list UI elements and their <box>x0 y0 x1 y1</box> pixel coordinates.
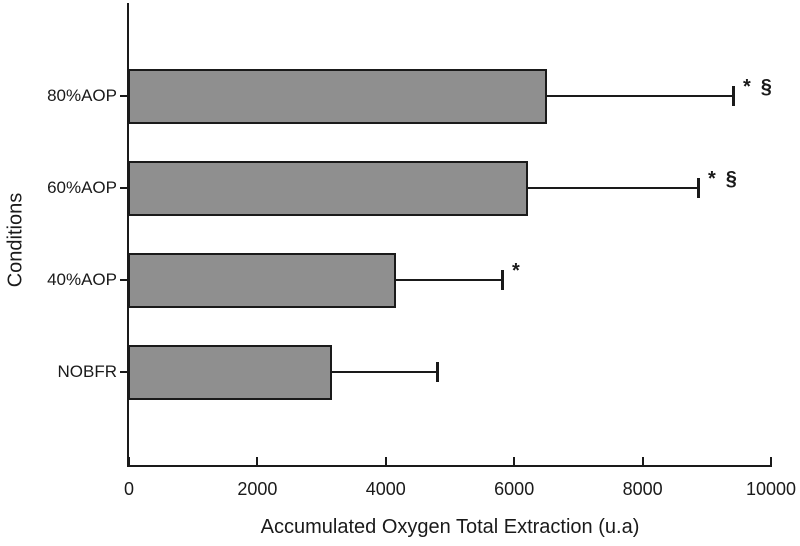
x-axis-tick <box>128 457 130 466</box>
x-tick-label: 4000 <box>365 479 406 499</box>
significance-annotation: * § <box>708 168 737 190</box>
x-tick-label: 0 <box>123 479 135 499</box>
section-symbol: § <box>725 168 737 190</box>
x-axis-tick <box>770 457 772 466</box>
x-tick-label: 6000 <box>494 479 535 499</box>
category-label: 40%AOP <box>47 270 117 289</box>
bar <box>128 345 332 400</box>
x-axis-tick <box>641 457 644 466</box>
bar <box>128 69 547 124</box>
x-axis-title: Accumulated Oxygen Total Extraction (u.a… <box>260 516 640 538</box>
error-bar-cap <box>697 178 700 198</box>
x-axis-tick <box>513 457 516 466</box>
error-bar-cap <box>501 270 504 290</box>
y-axis-tick <box>120 279 128 281</box>
error-bar-line <box>332 371 437 373</box>
significance-annotation: * <box>512 260 520 282</box>
y-axis-tick <box>120 187 128 189</box>
x-axis-line <box>127 465 772 467</box>
y-axis-tick <box>120 95 128 97</box>
section-symbol: § <box>760 76 772 98</box>
bar <box>128 161 528 216</box>
error-bar-line <box>547 95 733 97</box>
category-label: NOBFR <box>57 362 118 381</box>
asterisk-symbol: * <box>743 76 751 98</box>
error-bar-cap <box>732 86 735 106</box>
y-axis-line <box>127 3 129 467</box>
category-label: 80%AOP <box>47 86 117 105</box>
x-tick-label: 8000 <box>622 479 663 499</box>
bar <box>128 253 396 308</box>
y-axis-tick <box>120 371 128 373</box>
error-bar-line <box>528 187 698 189</box>
asterisk-symbol: * <box>512 260 520 282</box>
error-bar-line <box>396 279 502 281</box>
x-tick-label: 2000 <box>237 479 278 499</box>
significance-annotation: * § <box>743 76 772 98</box>
error-bar-cap <box>436 362 439 382</box>
x-tick-label: 10000 <box>745 479 797 499</box>
x-axis-tick <box>256 457 259 466</box>
asterisk-symbol: * <box>708 168 716 190</box>
x-axis-tick <box>384 457 387 466</box>
category-label: 60%AOP <box>47 178 117 197</box>
